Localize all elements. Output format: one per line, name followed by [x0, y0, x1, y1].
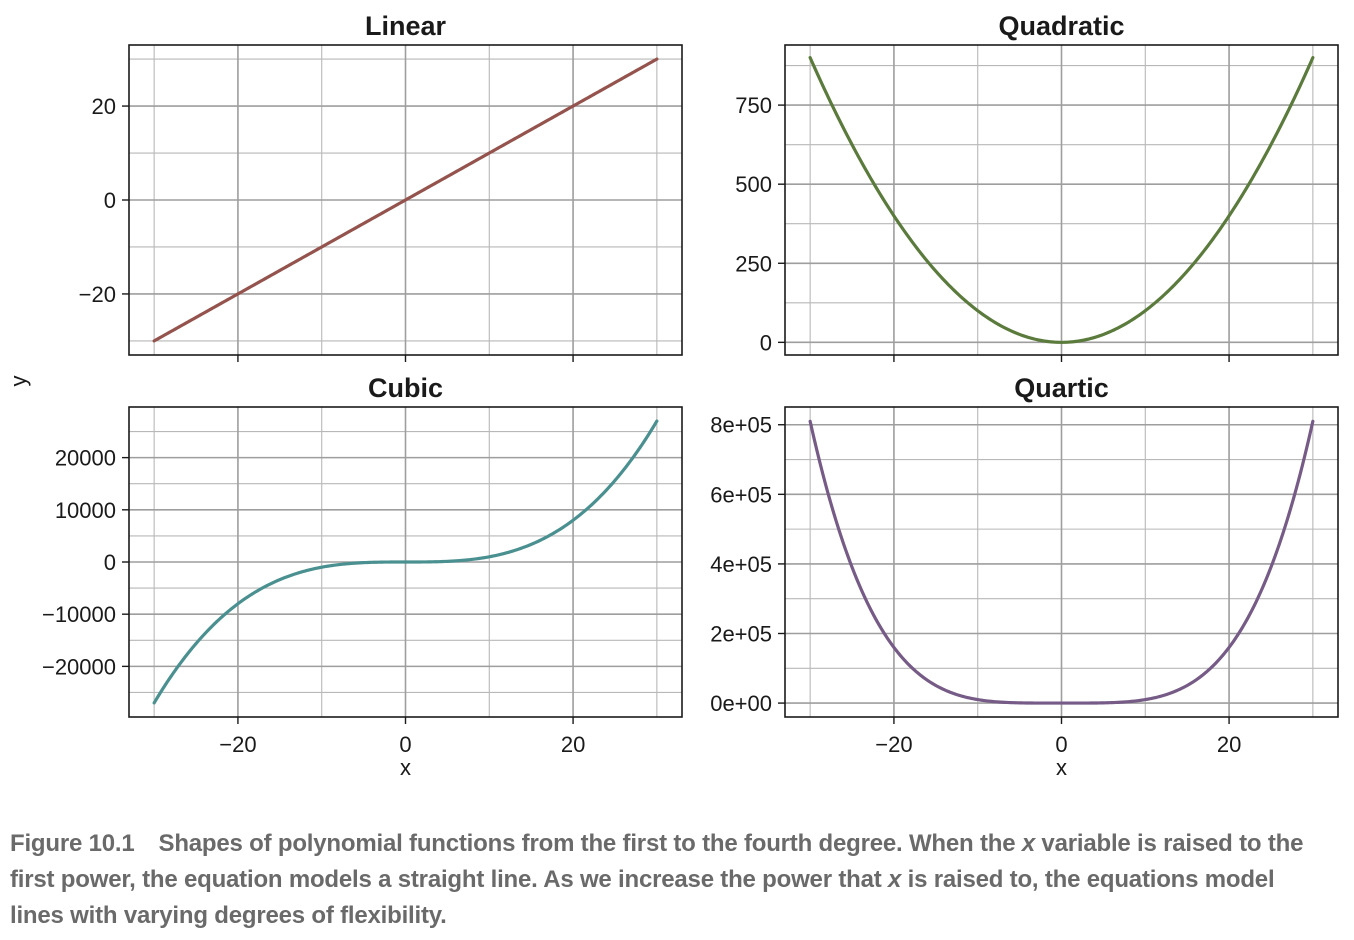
linear-y-tick-label: 0	[104, 188, 116, 213]
figure-canvas: y −20020Linear0250500750Quadratic−20000−…	[6, 11, 1339, 780]
quartic-y-tick-label: 8e+05	[710, 413, 772, 438]
quadratic-y-tick-label: 750	[735, 93, 772, 118]
cubic-y-tick-label: 20000	[55, 446, 116, 471]
quadratic-curve	[808, 56, 1315, 344]
quadratic-y-tick-label: 0	[760, 330, 772, 355]
cubic-curve	[152, 419, 659, 705]
linear-y-tick-label: 20	[92, 94, 116, 119]
caption-variable-2: x	[887, 866, 902, 893]
quartic-x-tick-label: 20	[1217, 732, 1241, 757]
shared-y-axis-label: y	[6, 376, 31, 387]
quartic-curve	[808, 419, 1315, 705]
cubic-y-tick-label: −10000	[42, 602, 116, 627]
quartic-y-tick-label: 6e+05	[710, 482, 772, 507]
figure-caption: Figure 10.1 Shapes of polynomial function…	[10, 826, 1330, 934]
cubic-panel-title: Cubic	[368, 373, 443, 403]
quartic-panel: 0e+00 2e+05 4e+05 6e+05 8e+05 −20 0 20 Quartic x	[710, 373, 1339, 780]
quartic-y-tick-label: 4e+05	[710, 552, 772, 577]
caption-figure-label: Figure 10.1	[10, 830, 135, 857]
linear-curve	[152, 57, 659, 343]
quartic-x-tick-label: 0	[1055, 732, 1067, 757]
cubic-y-tick-label: 10000	[55, 498, 116, 523]
linear-y-tick-label: −20	[79, 282, 116, 307]
cubic-y-tick-label: 0	[104, 550, 116, 575]
quadratic-y-tick-label: 250	[735, 251, 772, 276]
caption-text-3: is raised to, the equations model lines …	[10, 866, 1275, 929]
polynomial-figure: y −20 0 20 Linear 0 250 500 750 Quadratic −20000−…	[6, 11, 1339, 780]
quartic-y-tick-label: 2e+05	[710, 621, 772, 646]
quartic-panel-title: Quartic	[1014, 373, 1109, 403]
linear-panel-title: Linear	[365, 11, 447, 41]
cubic-y-tick-label: −20000	[42, 654, 116, 679]
cubic-x-tick-label: 0	[399, 732, 411, 757]
quartic-x-tick-label: −20	[875, 732, 912, 757]
cubic-panel: −20000 −10000 0 10000 20000 −20 0 20 Cubic x	[42, 373, 683, 780]
cubic-x-axis-label: x	[400, 755, 411, 780]
cubic-x-tick-label: −20	[219, 732, 256, 757]
caption-text-2: variable is raised to the first power, t…	[10, 830, 1304, 893]
caption-text-1: Shapes of polynomial functions from the …	[158, 830, 1022, 857]
quartic-x-axis-label: x	[1056, 755, 1067, 780]
quadratic-panel: 0 250 500 750 Quadratic	[735, 11, 1339, 362]
quadratic-y-tick-label: 500	[735, 172, 772, 197]
quadratic-panel-title: Quadratic	[998, 11, 1124, 41]
quartic-y-tick-label: 0e+00	[710, 691, 772, 716]
linear-panel: −20 0 20 Linear	[79, 11, 683, 362]
caption-variable-1: x	[1021, 830, 1035, 857]
cubic-x-tick-label: 20	[561, 732, 585, 757]
